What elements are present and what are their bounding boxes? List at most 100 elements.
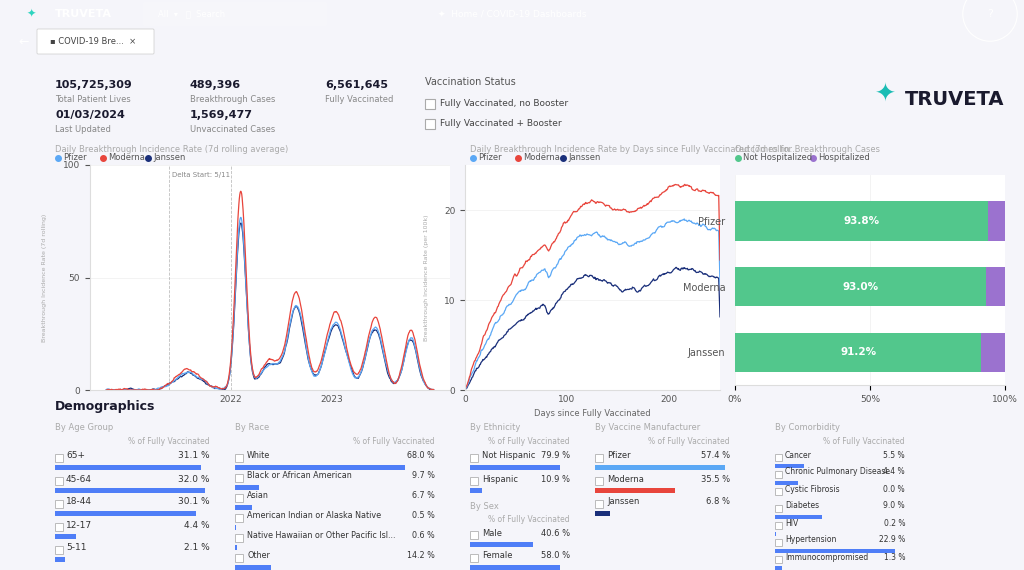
FancyBboxPatch shape [55, 523, 63, 531]
FancyBboxPatch shape [55, 557, 65, 562]
Text: Pfizer: Pfizer [63, 153, 87, 162]
FancyBboxPatch shape [775, 549, 895, 553]
Text: 57.4 %: 57.4 % [700, 451, 730, 461]
Text: Hispanic: Hispanic [482, 474, 518, 483]
Text: Demographics: Demographics [55, 400, 156, 413]
Text: % of Fully Vaccinated: % of Fully Vaccinated [128, 437, 210, 446]
FancyBboxPatch shape [55, 511, 196, 516]
Text: 0.6 %: 0.6 % [413, 531, 435, 540]
FancyBboxPatch shape [595, 465, 725, 470]
Text: ✦: ✦ [27, 9, 37, 19]
Text: 6,561,645: 6,561,645 [325, 80, 388, 90]
Text: 79.9 %: 79.9 % [541, 451, 570, 461]
FancyBboxPatch shape [470, 531, 478, 539]
Text: 0.5 %: 0.5 % [412, 511, 435, 520]
Text: Hospitalized: Hospitalized [818, 153, 869, 162]
Text: 6.8 %: 6.8 % [706, 498, 730, 507]
Text: HIV: HIV [785, 519, 799, 527]
Text: Janssen: Janssen [607, 498, 639, 507]
FancyBboxPatch shape [55, 534, 76, 539]
FancyBboxPatch shape [234, 454, 243, 462]
FancyBboxPatch shape [470, 488, 482, 493]
Y-axis label: Breakthrough Incidence Rate (7d rolling): Breakthrough Incidence Rate (7d rolling) [42, 213, 47, 341]
Text: ▪ COVID-19 Bre...  ×: ▪ COVID-19 Bre... × [50, 38, 136, 47]
Text: 1.3 %: 1.3 % [884, 552, 905, 561]
FancyBboxPatch shape [234, 565, 270, 570]
Text: 4.4 %: 4.4 % [884, 467, 905, 477]
Text: Outcomes for Breakthrough Cases: Outcomes for Breakthrough Cases [735, 145, 880, 154]
Bar [735, 332, 981, 372]
Text: 6.7 %: 6.7 % [412, 491, 435, 500]
FancyBboxPatch shape [55, 454, 63, 462]
Text: 93.0%: 93.0% [843, 282, 879, 292]
Text: Not Hospitalized: Not Hospitalized [743, 153, 812, 162]
Text: 1,569,477: 1,569,477 [190, 110, 253, 120]
FancyBboxPatch shape [775, 522, 782, 529]
FancyBboxPatch shape [470, 454, 478, 462]
Text: 489,396: 489,396 [190, 80, 241, 90]
Text: % of Fully Vaccinated: % of Fully Vaccinated [353, 437, 435, 446]
Text: % of Fully Vaccinated: % of Fully Vaccinated [823, 437, 905, 446]
X-axis label: Days since Fully Vaccinated: Days since Fully Vaccinated [535, 409, 651, 418]
Text: 0.0 %: 0.0 % [884, 484, 905, 494]
FancyBboxPatch shape [775, 532, 776, 536]
FancyBboxPatch shape [595, 511, 610, 516]
Text: Black or African American: Black or African American [247, 471, 352, 481]
Text: 32.0 %: 32.0 % [178, 474, 210, 483]
Text: 65+: 65+ [66, 451, 85, 461]
Text: % of Fully Vaccinated: % of Fully Vaccinated [488, 515, 570, 524]
FancyBboxPatch shape [775, 566, 781, 570]
Text: 10.9 %: 10.9 % [541, 474, 570, 483]
Bar [988, 201, 1005, 241]
FancyBboxPatch shape [37, 29, 154, 54]
FancyBboxPatch shape [234, 554, 243, 562]
Text: By Sex: By Sex [470, 502, 499, 511]
Text: TRUVETA: TRUVETA [905, 90, 1005, 109]
Text: Asian: Asian [247, 491, 269, 500]
Text: 35.5 %: 35.5 % [700, 474, 730, 483]
FancyBboxPatch shape [234, 534, 243, 542]
FancyBboxPatch shape [470, 554, 478, 562]
Text: 4.4 %: 4.4 % [184, 520, 210, 530]
Text: By Vaccine Manufacturer: By Vaccine Manufacturer [595, 423, 700, 432]
Text: Fully Vaccinated, no Booster: Fully Vaccinated, no Booster [440, 100, 568, 108]
Text: % of Fully Vaccinated: % of Fully Vaccinated [488, 437, 570, 446]
Text: Fully Vaccinated + Booster: Fully Vaccinated + Booster [440, 120, 561, 128]
Text: Diabetes: Diabetes [785, 502, 819, 511]
Text: 9.0 %: 9.0 % [884, 502, 905, 511]
FancyBboxPatch shape [425, 119, 435, 129]
Text: 105,725,309: 105,725,309 [55, 80, 133, 90]
Text: ✦: ✦ [874, 83, 896, 107]
Text: Daily Breakthrough Incidence Rate by Days since Fully Vaccinated (7d rollin...: Daily Breakthrough Incidence Rate by Day… [470, 145, 798, 154]
Text: White: White [247, 451, 270, 461]
Text: Vaccination Status: Vaccination Status [425, 77, 516, 87]
FancyBboxPatch shape [775, 454, 782, 461]
Text: ?: ? [987, 9, 993, 19]
Bar [986, 267, 1005, 306]
Text: ✦  Home / COVID-19 Dashboards: ✦ Home / COVID-19 Dashboards [437, 10, 587, 18]
FancyBboxPatch shape [470, 542, 534, 547]
Text: By Age Group: By Age Group [55, 423, 114, 432]
Text: Delta Start: 5/11: Delta Start: 5/11 [172, 172, 230, 178]
Text: Hypertension: Hypertension [785, 535, 837, 544]
FancyBboxPatch shape [425, 99, 435, 109]
Text: 68.0 %: 68.0 % [408, 451, 435, 461]
FancyBboxPatch shape [234, 525, 237, 530]
Text: Fully Vaccinated: Fully Vaccinated [325, 95, 393, 104]
FancyBboxPatch shape [775, 471, 782, 478]
Text: Female: Female [482, 552, 512, 560]
Bar [735, 267, 986, 306]
FancyBboxPatch shape [470, 465, 560, 470]
Text: 22.9 %: 22.9 % [879, 535, 905, 544]
Text: 14.2 %: 14.2 % [408, 552, 435, 560]
Text: Unvaccinated Cases: Unvaccinated Cases [190, 125, 275, 134]
FancyBboxPatch shape [55, 477, 63, 485]
FancyBboxPatch shape [775, 556, 782, 563]
Text: 2.1 %: 2.1 % [184, 544, 210, 552]
FancyBboxPatch shape [234, 474, 243, 482]
Text: Breakthrough Cases: Breakthrough Cases [190, 95, 275, 104]
Y-axis label: Breakthrough Incidence Rate (per 100k): Breakthrough Incidence Rate (per 100k) [424, 214, 429, 341]
Text: 5.5 %: 5.5 % [884, 450, 905, 459]
Text: Total Patient Lives: Total Patient Lives [55, 95, 131, 104]
Text: Pfizer: Pfizer [607, 451, 631, 461]
